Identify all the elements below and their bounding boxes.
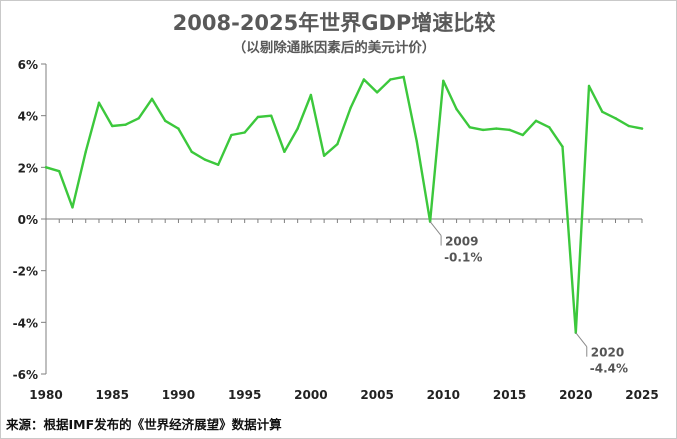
data-point xyxy=(415,140,419,143)
x-tick-label: 2000 xyxy=(294,388,327,402)
y-tick-label: 0% xyxy=(18,213,38,227)
annotation-year: 2020 xyxy=(591,346,624,360)
data-point xyxy=(481,128,485,132)
data-point xyxy=(375,91,379,94)
x-tick-label: 1990 xyxy=(162,388,195,402)
data-point xyxy=(534,119,538,123)
x-tick-label: 2010 xyxy=(427,388,460,402)
annotation-leader xyxy=(429,221,442,236)
data-point xyxy=(58,170,61,173)
data-point xyxy=(468,126,472,129)
y-tick-label: 6% xyxy=(18,58,38,72)
data-point xyxy=(203,158,207,161)
data-point xyxy=(640,127,644,130)
data-point xyxy=(561,145,564,148)
x-tick-label: 1985 xyxy=(96,388,129,402)
source-note: 来源：根据IMF发布的《世界经济展望》数据计算 xyxy=(5,417,282,432)
x-tick-label: 2025 xyxy=(625,388,658,402)
series-line xyxy=(44,75,644,334)
data-point xyxy=(177,127,180,130)
data-point xyxy=(164,119,167,123)
annotation-year: 2009 xyxy=(445,235,478,249)
data-point xyxy=(442,79,445,82)
data-point xyxy=(97,101,101,104)
data-point xyxy=(216,163,220,166)
data-point xyxy=(44,166,48,169)
data-point xyxy=(71,206,74,209)
data-point xyxy=(269,114,273,117)
data-point xyxy=(243,131,246,134)
y-tick-label: -6% xyxy=(13,368,38,382)
data-point xyxy=(601,110,604,113)
data-point xyxy=(402,75,405,79)
annotation-value: -0.1% xyxy=(444,251,482,265)
data-point xyxy=(349,106,352,110)
annotation-leader xyxy=(575,332,588,347)
data-point xyxy=(137,117,140,120)
data-point xyxy=(389,78,392,81)
y-tick-label: -2% xyxy=(13,265,38,279)
data-point xyxy=(495,127,498,130)
data-point xyxy=(336,142,339,146)
annotation-value: -4.4% xyxy=(590,362,628,376)
data-point xyxy=(111,124,114,128)
x-tick-label: 2005 xyxy=(360,388,393,402)
data-point xyxy=(309,93,313,97)
y-tick-label: 2% xyxy=(18,161,38,175)
x-tick-label: 2020 xyxy=(559,388,592,402)
data-point xyxy=(84,150,87,154)
data-point xyxy=(190,150,193,154)
data-point xyxy=(322,154,326,157)
data-point xyxy=(362,78,366,81)
data-point xyxy=(296,127,299,130)
data-point xyxy=(256,115,260,119)
chart-subtitle: （以剔除通胀因素后的美元计价） xyxy=(233,39,436,56)
data-point xyxy=(455,108,458,111)
data-point xyxy=(283,150,286,154)
x-tick-label: 1980 xyxy=(29,388,62,402)
data-point xyxy=(230,133,233,137)
data-point xyxy=(124,123,127,126)
data-point xyxy=(614,117,617,120)
data-point xyxy=(627,124,630,128)
data-point xyxy=(150,97,154,101)
x-tick-label: 1995 xyxy=(228,388,261,402)
data-point xyxy=(521,133,524,137)
chart-title: 2008-2025年世界GDP增速比较 xyxy=(173,11,496,35)
x-tick-label: 2015 xyxy=(493,388,526,402)
y-tick-label: 4% xyxy=(18,110,38,124)
data-point xyxy=(587,84,591,88)
data-point xyxy=(548,126,551,129)
data-point xyxy=(508,128,511,132)
y-tick-label: -4% xyxy=(13,316,38,330)
